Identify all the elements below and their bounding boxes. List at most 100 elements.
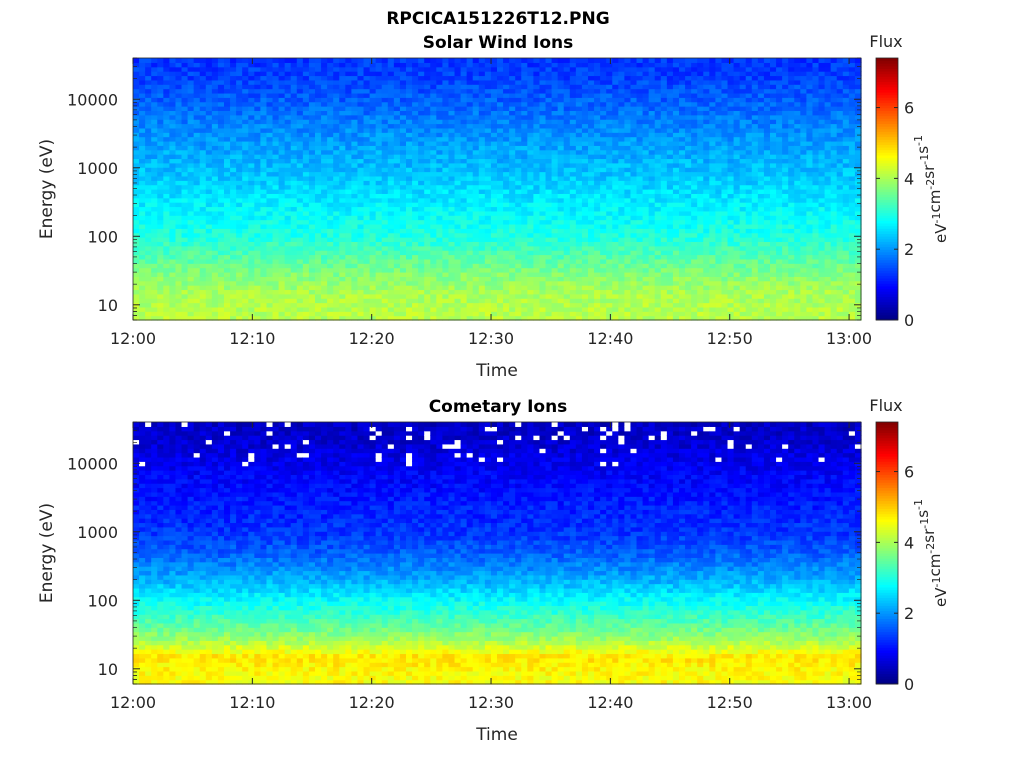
heatmap-cell	[339, 306, 346, 312]
heatmap-cell	[472, 210, 480, 216]
heatmap-cell	[339, 302, 346, 308]
heatmap-cell	[466, 293, 474, 299]
heatmap-cell	[199, 167, 207, 173]
heatmap-cell	[436, 123, 443, 129]
heatmap-cell	[466, 267, 474, 273]
heatmap-cell	[484, 66, 492, 72]
heatmap-cell	[375, 132, 383, 138]
heatmap-cell	[484, 267, 492, 273]
heatmap-cell	[454, 79, 462, 85]
heatmap-cell	[217, 132, 225, 138]
heatmap-cell	[424, 232, 431, 238]
heatmap-cell	[545, 258, 553, 264]
heatmap-cell	[145, 223, 152, 229]
heatmap-cell	[284, 228, 292, 234]
heatmap-cell	[230, 254, 237, 260]
heatmap-cell	[163, 66, 170, 72]
heatmap-cell	[205, 171, 213, 177]
heatmap-cell	[296, 110, 304, 116]
heatmap-cell	[302, 145, 310, 151]
heatmap-cell	[357, 136, 365, 142]
heatmap-cell	[418, 162, 425, 168]
heatmap-cell	[466, 254, 474, 260]
heatmap-cell	[157, 276, 164, 282]
heatmap-cell	[600, 149, 607, 155]
heatmap-cell	[466, 184, 474, 190]
heatmap-cell	[211, 250, 219, 256]
heatmap-cell	[618, 162, 625, 168]
heatmap-cell	[472, 66, 480, 72]
heatmap-cell	[224, 302, 231, 308]
heatmap-cell	[327, 66, 334, 72]
heatmap-cell	[588, 97, 595, 103]
heatmap-cell	[211, 167, 219, 173]
heatmap-cell	[211, 189, 219, 194]
heatmap-cell	[193, 145, 201, 151]
heatmap-cell	[442, 271, 450, 277]
heatmap-cell	[594, 263, 601, 269]
heatmap-cell	[266, 79, 274, 85]
heatmap-cell	[133, 184, 140, 190]
heatmap-cell	[406, 58, 413, 63]
heatmap-cell	[230, 123, 237, 129]
heatmap-cell	[575, 101, 583, 107]
heatmap-cell	[315, 114, 322, 120]
heatmap-cell	[448, 119, 456, 125]
heatmap-cell	[260, 315, 268, 321]
heatmap-cell	[588, 62, 595, 68]
heatmap-cell	[230, 197, 237, 203]
heatmap-cell	[211, 276, 219, 282]
heatmap-cell	[290, 119, 298, 125]
heatmap-cell	[199, 110, 207, 116]
heatmap-cell	[442, 276, 450, 282]
heatmap-cell	[466, 202, 474, 208]
heatmap-cell	[133, 97, 140, 103]
heatmap-cell	[515, 62, 522, 68]
heatmap-cell	[509, 110, 516, 116]
heatmap-cell	[333, 154, 340, 160]
heatmap-cell	[151, 206, 158, 212]
heatmap-cell	[412, 154, 419, 160]
heatmap-cell	[351, 171, 359, 177]
heatmap-cell	[260, 250, 268, 256]
heatmap-cell	[630, 92, 638, 98]
heatmap-cell	[284, 210, 292, 216]
heatmap-cell	[527, 258, 534, 264]
heatmap-cell	[600, 315, 607, 321]
heatmap-cell	[217, 276, 225, 282]
heatmap-cell	[466, 92, 474, 98]
heatmap-cell	[448, 162, 456, 168]
heatmap-cell	[399, 119, 407, 125]
heatmap-cell	[406, 66, 413, 72]
heatmap-cell	[199, 258, 207, 264]
heatmap-cell	[248, 171, 255, 177]
heatmap-cell	[557, 58, 565, 63]
heatmap-cell	[490, 180, 498, 186]
heatmap-cell	[575, 228, 583, 234]
heatmap-cell	[503, 75, 510, 81]
heatmap-cell	[478, 66, 486, 72]
heatmap-cell	[509, 280, 516, 286]
heatmap-cell	[393, 250, 401, 256]
heatmap-cell	[515, 306, 522, 312]
heatmap-cell	[169, 149, 177, 155]
heatmap-cell	[230, 92, 237, 98]
heatmap-cell	[211, 71, 219, 77]
heatmap-cell	[557, 223, 565, 229]
heatmap-cell	[624, 254, 632, 260]
heatmap-cell	[557, 84, 565, 90]
heatmap-cell	[448, 158, 456, 164]
heatmap-cell	[594, 184, 601, 190]
heatmap-cell	[406, 271, 413, 277]
heatmap-cell	[181, 75, 189, 81]
heatmap-cell	[217, 219, 225, 225]
heatmap-cell	[539, 232, 547, 238]
heatmap-cell	[308, 271, 316, 277]
heatmap-cell	[624, 110, 632, 116]
heatmap-cell	[600, 132, 607, 138]
heatmap-cell	[302, 97, 310, 103]
heatmap-cell	[302, 210, 310, 216]
heatmap-cell	[581, 298, 589, 304]
heatmap-cell	[345, 197, 352, 203]
heatmap-cell	[436, 66, 443, 72]
